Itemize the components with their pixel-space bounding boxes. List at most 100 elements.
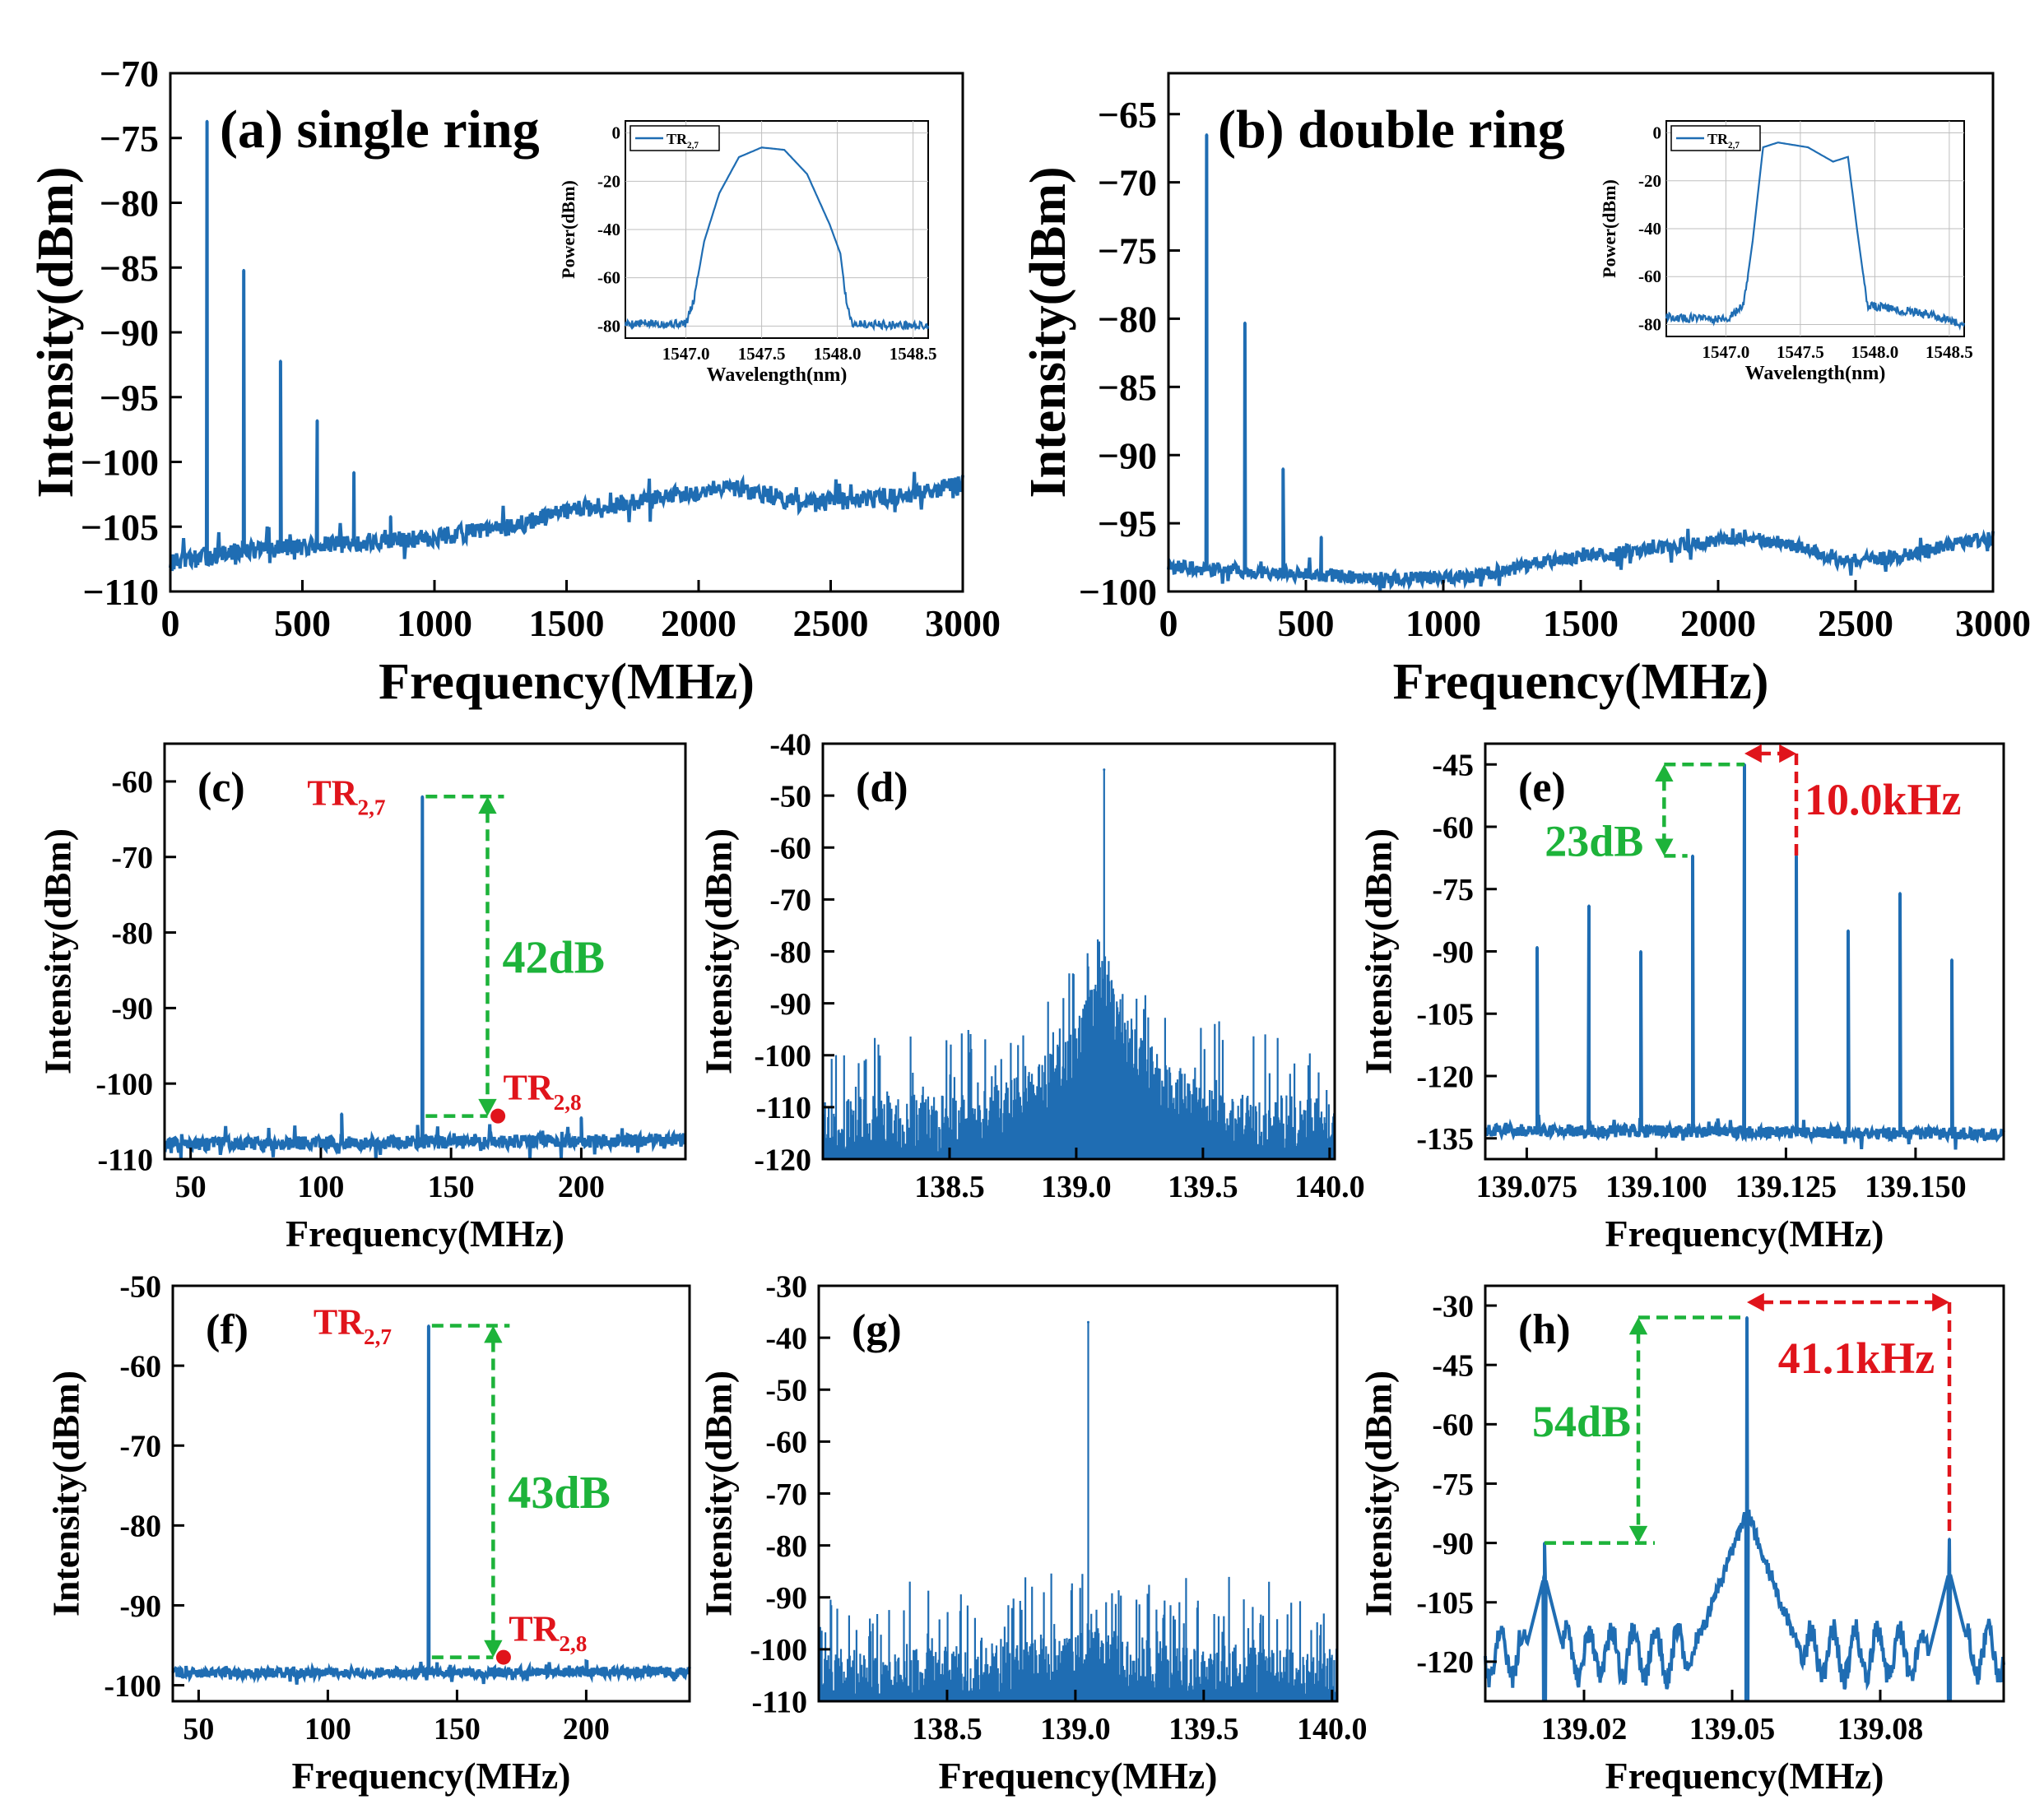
ytick-label-g-0: -110 xyxy=(751,1685,807,1719)
xtick-label-b-0: 0 xyxy=(1159,602,1178,644)
ann-diff-f: 43dB xyxy=(508,1468,611,1519)
ann-arrowhead-down-e xyxy=(1655,838,1674,856)
ann-diff-c: 42dB xyxy=(502,932,605,983)
xtick-label-f-0: 50 xyxy=(183,1712,214,1746)
xtick-label-c-3: 200 xyxy=(558,1170,605,1204)
ann-top-label-c-sub: 2,7 xyxy=(357,795,385,820)
xlabel-f: Frequency(MHz) xyxy=(292,1755,571,1797)
peak-a-6 xyxy=(425,533,429,536)
xlabel-g: Frequency(MHz) xyxy=(939,1755,1218,1797)
ytick-label-d-1: -110 xyxy=(755,1091,811,1125)
ytick-label-e-5: -60 xyxy=(1432,810,1474,845)
ann-diff-h: 54dB xyxy=(1532,1397,1631,1446)
ytick-label-d-4: -80 xyxy=(769,935,811,970)
xtick-label-c-1: 100 xyxy=(297,1170,344,1204)
xtick-label-f-3: 200 xyxy=(563,1712,610,1746)
trace-d xyxy=(821,769,1336,1159)
ytick-label-h-2: -90 xyxy=(1432,1527,1474,1561)
peak-a-1 xyxy=(242,268,245,271)
ytick-label-e-2: -105 xyxy=(1416,998,1474,1032)
xtick-label-b-3: 1500 xyxy=(1543,602,1619,644)
peak-b-0 xyxy=(1205,133,1208,137)
ytick-label-d-6: -60 xyxy=(769,832,811,866)
ann-arrowhead-up-c xyxy=(478,796,497,814)
inset-trace-a xyxy=(624,146,930,332)
trace-g xyxy=(817,1322,1339,1701)
ylabel-d: Intensity(dBm) xyxy=(698,828,740,1074)
panel-title-c: (c) xyxy=(197,764,245,811)
ytick-label-h-4: -60 xyxy=(1432,1408,1474,1443)
ytick-label-a-2: −100 xyxy=(81,442,159,484)
ann-top-label-c: TR2,7 xyxy=(307,772,385,819)
xlabel-a: Frequency(MHz) xyxy=(379,654,755,710)
panel-g: 138.5 139.0 139.5 140.0 -110 -100 -90 -80 -70 -60… xyxy=(698,1269,1368,1797)
inset-ytick-a-3: -20 xyxy=(597,171,620,191)
ann-arrowhead-down-f xyxy=(484,1640,503,1658)
xtick-label-a-3: 1500 xyxy=(529,602,605,644)
peak-e-6 xyxy=(1847,929,1850,932)
inset-xlabel-b: Wavelength(nm) xyxy=(1745,363,1886,384)
trace-h xyxy=(1484,1317,2005,1702)
xtick-label-a-6: 3000 xyxy=(925,602,1001,644)
ytick-label-e-0: -135 xyxy=(1416,1122,1474,1157)
panel-h: 139.02 139.05 139.08 -120 -105 -90 -75 -60 -45 -3… xyxy=(1358,1284,2005,1797)
ytick-label-g-8: -30 xyxy=(765,1269,807,1304)
ann-bottom-label-c: TR2,8 xyxy=(503,1068,581,1115)
ytick-label-e-1: -120 xyxy=(1416,1060,1474,1094)
ytick-label-d-7: -50 xyxy=(769,779,811,814)
ytick-label-a-4: −90 xyxy=(100,312,159,354)
xtick-label-d-2: 139.5 xyxy=(1168,1170,1238,1204)
xtick-label-a-0: 0 xyxy=(161,602,180,644)
inset-ytick-b-4: 0 xyxy=(1653,123,1662,143)
peak-f-0 xyxy=(427,1324,430,1328)
ytick-label-f-5: -50 xyxy=(119,1269,161,1304)
panel-b: 0 500 1000 1500 2000 2500 3000 −100 −95 −90 −85 −80… xyxy=(1020,72,2031,710)
ann-diff-e: 23dB xyxy=(1545,816,1643,865)
inset-ylabel-a: Power(dBm) xyxy=(558,180,578,279)
xlabel-b: Frequency(MHz) xyxy=(1393,654,1769,710)
ytick-label-h-6: -30 xyxy=(1432,1289,1474,1324)
ytick-label-b-2: −90 xyxy=(1098,434,1157,476)
ann-spacing-h: 41.1kHz xyxy=(1778,1334,1935,1383)
ytick-label-f-0: -100 xyxy=(104,1669,161,1704)
peak-d-0 xyxy=(1103,768,1106,772)
panel-title-a: (a) single ring xyxy=(220,100,540,160)
ylabel-a: Intensity(dBm) xyxy=(28,166,84,498)
xtick-label-b-6: 3000 xyxy=(1955,602,2031,644)
ytick-label-a-6: −80 xyxy=(100,183,159,225)
ytick-label-g-4: -70 xyxy=(765,1477,807,1512)
panel-title-e: (e) xyxy=(1518,764,1566,811)
inset-legend-label-a-sub: 2,7 xyxy=(687,141,699,151)
ytick-label-b-5: −75 xyxy=(1098,230,1157,272)
inset-xtick-a-2: 1548.0 xyxy=(814,344,862,364)
ytick-label-g-7: -40 xyxy=(765,1321,807,1356)
xtick-label-f-2: 150 xyxy=(434,1712,481,1746)
ann-bottom-label-c-sub: 2,8 xyxy=(554,1090,582,1115)
ann-arrowhead-up-e xyxy=(1655,764,1674,782)
inset-xtick-b-0: 1547.0 xyxy=(1703,342,1750,362)
panel-title-d: (d) xyxy=(856,764,908,811)
peak-h-2 xyxy=(1948,1538,1951,1541)
peak-a-5 xyxy=(389,515,393,518)
inset-xtick-a-3: 1548.5 xyxy=(890,344,937,364)
peak-a-3 xyxy=(316,419,318,422)
ytick-label-h-3: -75 xyxy=(1432,1468,1474,1502)
ann-bottom-label-f: TR2,8 xyxy=(509,1609,587,1656)
ytick-label-a-5: −85 xyxy=(100,247,159,289)
ann-arrowhead-right-e xyxy=(1779,744,1796,763)
ytick-label-g-3: -80 xyxy=(765,1529,807,1564)
ann-marker-c xyxy=(490,1108,506,1124)
xtick-label-b-1: 500 xyxy=(1278,602,1335,644)
peak-c-2 xyxy=(579,1116,583,1119)
xtick-label-a-5: 2500 xyxy=(793,602,869,644)
inset-b: 1547.0 1547.5 1548.0 1548.5 -80 -60 -40 -20 0 Wav… xyxy=(1599,120,1973,384)
peak-a-0 xyxy=(206,119,209,123)
ylabel-g: Intensity(dBm) xyxy=(698,1371,740,1617)
xtick-label-e-0: 139.075 xyxy=(1476,1170,1578,1204)
xtick-label-g-0: 138.5 xyxy=(912,1712,983,1746)
ylabel-h: Intensity(dBm) xyxy=(1358,1371,1400,1617)
xtick-label-b-2: 1000 xyxy=(1405,602,1481,644)
inset-ytick-a-0: -80 xyxy=(597,316,620,336)
panel-e: 139.075 139.100 139.125 139.150 -135 -120 -105… xyxy=(1358,742,2005,1255)
inset-xtick-b-1: 1547.5 xyxy=(1777,342,1824,362)
